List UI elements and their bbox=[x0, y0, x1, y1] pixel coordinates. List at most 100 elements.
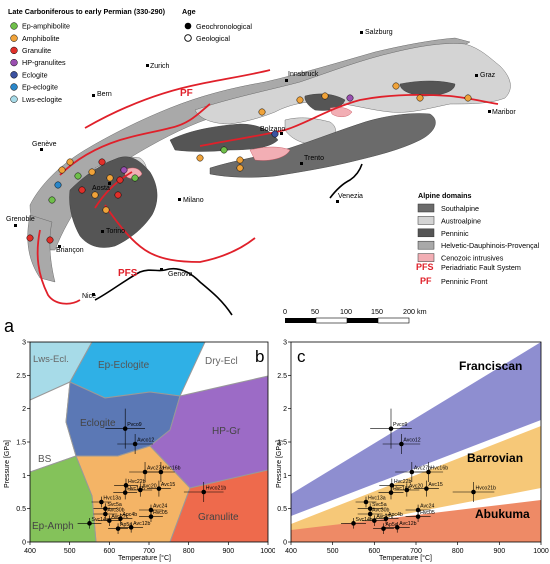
legend-fault-abbr: PFS bbox=[416, 262, 434, 272]
facies-label: Granulite bbox=[198, 512, 239, 523]
panel-c-ylabel: Pressure [GPa] bbox=[276, 440, 283, 488]
field-label: Barrovian bbox=[467, 451, 523, 465]
data-point-label: Hvc13a bbox=[103, 496, 121, 502]
x-tick-label: 500 bbox=[64, 548, 76, 555]
data-point-label: Hvc16b bbox=[431, 466, 449, 472]
x-tick-label: 1000 bbox=[260, 548, 275, 555]
city-label: Graz bbox=[480, 72, 496, 79]
data-point bbox=[156, 486, 162, 491]
data-point-label: Hvc16b bbox=[127, 486, 145, 492]
legend-swatch bbox=[10, 58, 18, 67]
legend-swatch bbox=[417, 240, 435, 250]
panel-c: Franciscan Barrovian Abukuma c 400 500 600… bbox=[275, 338, 550, 564]
legend-fault-label: Periadriatic Fault System bbox=[441, 263, 521, 272]
scale-tick: 150 bbox=[371, 307, 383, 316]
legend-lithology: Late Carboniferous to early Permian (330… bbox=[8, 7, 166, 104]
data-point-label: Svc14a bbox=[356, 517, 373, 523]
legend-domain-item: Penninic bbox=[441, 229, 469, 238]
y-tick-label: 2.5 bbox=[16, 373, 26, 380]
cities: Zurich Bern Salzburg Innsbruck Graz Mari… bbox=[6, 29, 516, 300]
legend-swatch bbox=[10, 46, 18, 55]
legend-domain-item: Cenozoic intrusives bbox=[441, 254, 504, 263]
fault-label-pfs: PFS bbox=[118, 268, 138, 279]
data-point-label: Avc20 bbox=[409, 484, 423, 490]
data-point bbox=[372, 518, 377, 523]
data-point-label: Hvco21b bbox=[206, 486, 227, 492]
y-tick-label: 0 bbox=[22, 540, 26, 547]
legend-domains-title: Alpine domains bbox=[418, 191, 472, 200]
field-ep-amphibolite bbox=[30, 455, 97, 542]
legend-age-title: Age bbox=[182, 7, 196, 16]
legend-swatch bbox=[10, 83, 18, 91]
data-point-label: Pvco9 bbox=[393, 422, 408, 428]
x-tick-label: 900 bbox=[222, 548, 234, 555]
data-point bbox=[158, 469, 164, 475]
legend-fault-label: Penninic Front bbox=[441, 277, 487, 286]
y-tick-label: 1 bbox=[283, 473, 287, 480]
data-point-label: Hvc16b bbox=[393, 486, 411, 492]
panel-c-chart: Franciscan Barrovian Abukuma c 400 500 600… bbox=[276, 340, 549, 563]
data-point bbox=[363, 499, 369, 505]
legend-age: Age Geochronological Geological bbox=[182, 7, 252, 43]
y-tick-label: 0.5 bbox=[277, 506, 287, 513]
city-label: Grenoble bbox=[6, 216, 35, 223]
data-point bbox=[415, 507, 421, 513]
data-point bbox=[404, 487, 410, 493]
city-label: Genève bbox=[32, 141, 57, 148]
city-label: Briançon bbox=[56, 247, 84, 254]
city-label: Innsbruck bbox=[288, 71, 319, 78]
city-label: Genova bbox=[168, 271, 193, 278]
data-point bbox=[394, 525, 400, 530]
x-tick-label: 700 bbox=[410, 548, 422, 555]
legend-domains: Alpine domains Southalpine Austroalpine Pe… bbox=[416, 191, 540, 286]
panel-label-b: b bbox=[255, 347, 264, 366]
data-point bbox=[381, 526, 386, 531]
data-point-label: Svc5a bbox=[372, 502, 387, 508]
cenozoic-intrusives bbox=[124, 107, 353, 179]
legend-swatch bbox=[10, 95, 18, 103]
y-tick-label: 2.5 bbox=[277, 373, 287, 380]
data-point bbox=[107, 518, 112, 523]
field-franciscan bbox=[291, 342, 541, 516]
legend-domain-item: Helvetic-Dauphinois-Provençal bbox=[441, 241, 540, 250]
city-label: Nice bbox=[82, 293, 96, 300]
data-point-label: Hvc05 bbox=[420, 510, 435, 516]
data-point-label: Svc14a bbox=[92, 517, 109, 523]
facies-label: Dry-Ecl bbox=[205, 356, 238, 367]
data-point-label: Hvco21b bbox=[476, 486, 497, 492]
x-tick-label: 400 bbox=[24, 548, 36, 555]
x-tick-label: 900 bbox=[493, 548, 505, 555]
x-tick-label: 500 bbox=[327, 548, 339, 555]
data-point bbox=[122, 426, 128, 431]
data-point bbox=[128, 525, 134, 530]
data-point-label: Avco12 bbox=[137, 438, 154, 444]
x-tick-label: 600 bbox=[103, 548, 115, 555]
data-point bbox=[201, 489, 207, 495]
facies-label: Lws-Ecl. bbox=[33, 354, 69, 365]
y-tick-label: 0 bbox=[283, 540, 287, 547]
scale-tick: 50 bbox=[311, 307, 319, 316]
data-point bbox=[399, 441, 404, 447]
coastline bbox=[94, 163, 363, 316]
scale-tick: 100 bbox=[340, 307, 352, 316]
data-point-label: Ap5a bbox=[386, 522, 398, 528]
legend-swatch bbox=[417, 203, 435, 213]
legend-swatch bbox=[417, 216, 435, 225]
legend-domain-item: Austroalpine bbox=[441, 216, 481, 225]
y-tick-label: 2 bbox=[22, 406, 26, 413]
legend-swatch bbox=[10, 34, 18, 42]
city-label: Zurich bbox=[150, 63, 170, 70]
panel-b-axes: 400 500 600 700 800 900 1000 0 0.5 1 1.5 2 2.5 3 bbox=[16, 340, 275, 556]
data-point bbox=[388, 426, 394, 431]
alps-map: PF PFS Zurich Bern Salzb bbox=[4, 7, 540, 336]
y-tick-label: 0.5 bbox=[16, 506, 26, 513]
field-barrovian bbox=[291, 426, 541, 536]
y-tick-label: 3 bbox=[283, 340, 287, 347]
data-point bbox=[137, 487, 143, 493]
map-panel: PF PFS Zurich Bern Salzb bbox=[4, 7, 540, 336]
scale-tick: 200 km bbox=[403, 307, 427, 316]
field-label: Abukuma bbox=[475, 507, 530, 521]
data-point bbox=[426, 469, 431, 475]
data-point-label: Avc24 bbox=[420, 504, 434, 510]
data-point-label: Apc4b bbox=[122, 512, 137, 518]
